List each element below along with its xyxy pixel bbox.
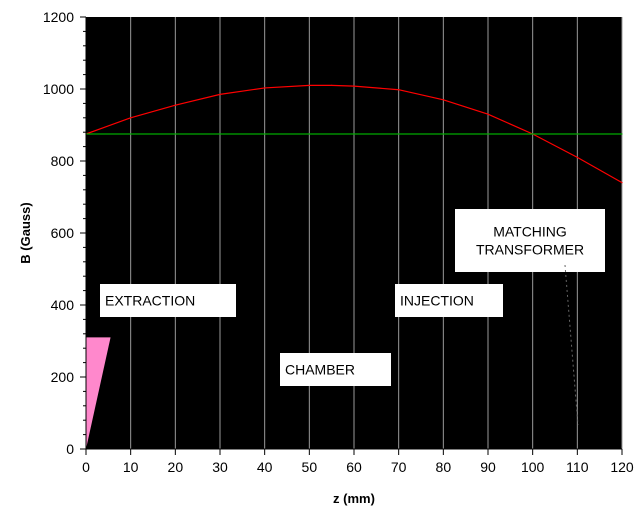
y-tick-label: 1200 (43, 9, 74, 25)
series-layer (85, 84, 623, 184)
series-0-point-1 (130, 117, 132, 119)
y-tick-label: 600 (51, 225, 75, 241)
annotation-0: EXTRACTION (100, 284, 236, 317)
series-0-point-13 (621, 182, 623, 184)
y-tick-label: 400 (51, 297, 75, 313)
ticks: 0 200 400 600 800 1000 1200 0 10 20 30 40 50 60 70 80 90… (43, 9, 634, 475)
series-1-point-1 (621, 133, 623, 135)
series-line-0 (85, 84, 623, 184)
x-tick-label: 100 (521, 459, 545, 475)
extraction-marker (86, 337, 111, 449)
x-tick-label: 80 (436, 459, 452, 475)
series-0-point-2 (174, 104, 176, 106)
series-0-point-9 (442, 99, 444, 101)
annotation-box (280, 353, 391, 386)
x-tick-label: 0 (82, 459, 90, 475)
x-tick-label: 70 (391, 459, 407, 475)
series-0-point-8 (398, 89, 400, 91)
annotation-leader (564, 264, 579, 426)
x-tick-label: 60 (346, 459, 362, 475)
x-tick-label: 30 (212, 459, 228, 475)
annotation-text: CHAMBER (285, 362, 355, 378)
x-tick-label: 40 (257, 459, 273, 475)
annotation-text: TRANSFORMER (476, 242, 584, 258)
x-tick-label: 110 (566, 459, 589, 475)
series-0-point-6 (331, 84, 333, 86)
extraction-marker-layer (86, 337, 111, 449)
y-tick-label: 200 (51, 369, 75, 385)
annotation-text: MATCHING (493, 224, 567, 240)
x-tick-label: 10 (123, 459, 139, 475)
x-tick-label: 120 (610, 459, 634, 475)
annotations: EXTRACTION INJECTION MATCHING TRANSFORMER CH… (100, 209, 605, 426)
annotation-box (395, 284, 503, 317)
x-axis-label: z (mm) (333, 491, 375, 506)
series-0-point-7 (353, 85, 355, 87)
annotation-box (455, 209, 605, 272)
y-tick-label: 0 (66, 441, 74, 457)
annotation-text: EXTRACTION (105, 293, 195, 309)
annotation-box (100, 284, 236, 317)
x-tick-label: 20 (168, 459, 184, 475)
annotation-2: MATCHING TRANSFORMER (455, 209, 605, 272)
annotation-1: INJECTION (395, 284, 503, 317)
y-axis-label: B (Gauss) (18, 202, 33, 263)
y-tick-label: 1000 (43, 81, 74, 97)
series-0-point-5 (308, 84, 310, 86)
annotation-3: CHAMBER (280, 353, 391, 386)
series-0-point-4 (264, 87, 266, 89)
y-tick-label: 800 (51, 153, 75, 169)
x-tick-label: 90 (480, 459, 496, 475)
series-0-point-12 (576, 156, 578, 158)
series-0-point-3 (219, 93, 221, 95)
x-tick-label: 50 (302, 459, 318, 475)
annotation-text: INJECTION (400, 293, 474, 309)
series-0-point-10 (487, 113, 489, 115)
